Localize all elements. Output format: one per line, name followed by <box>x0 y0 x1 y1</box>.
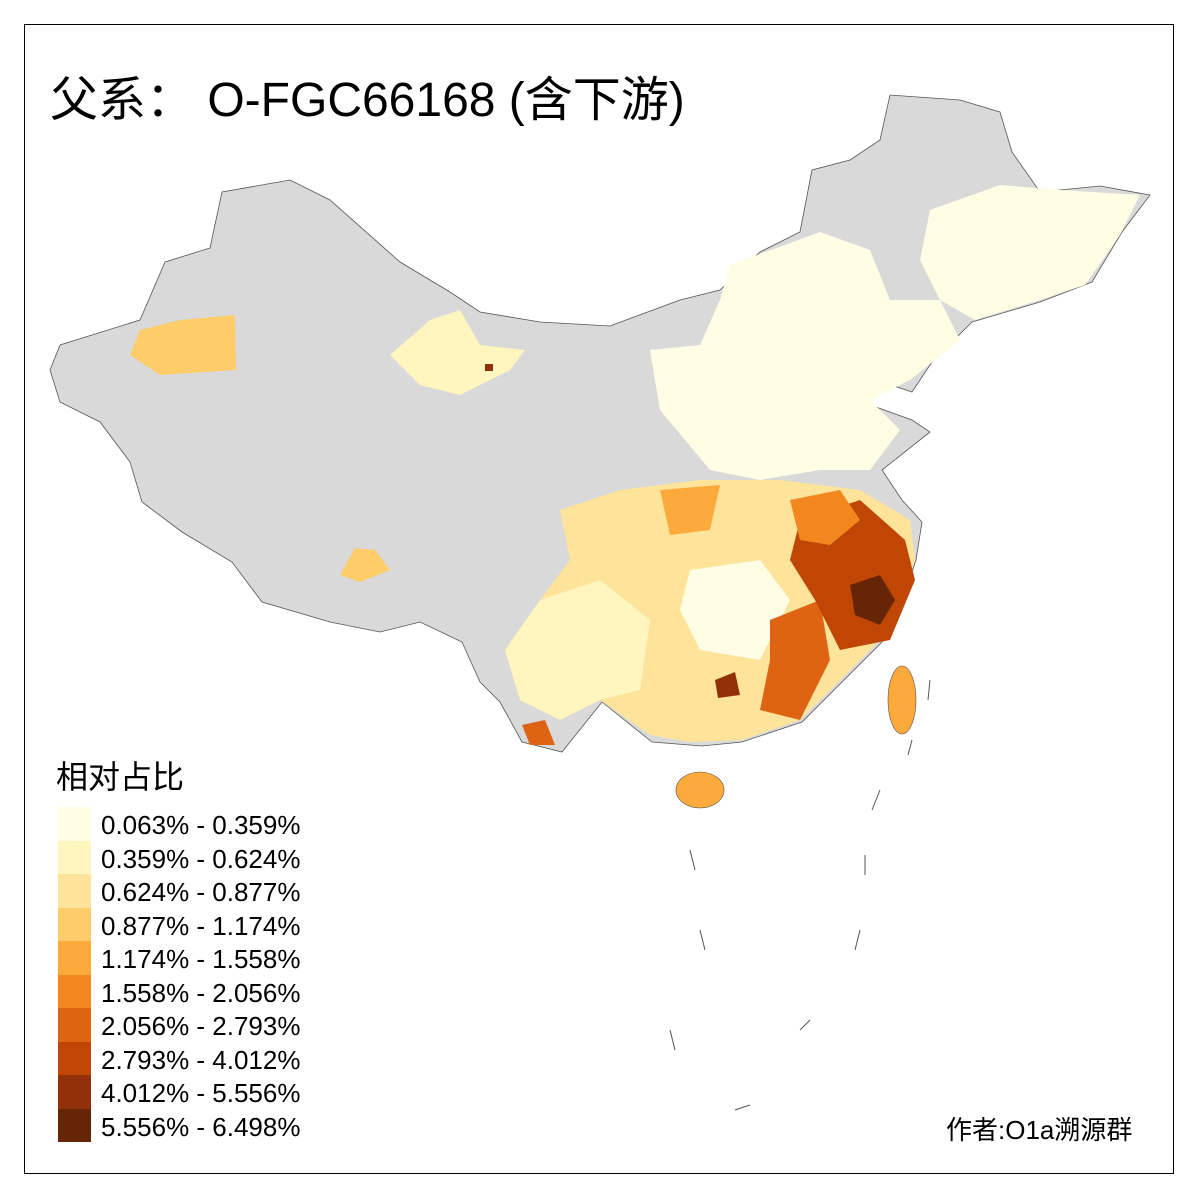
south-china-sea-islands <box>669 679 931 1111</box>
legend-label: 1.174% - 1.558% <box>101 944 301 974</box>
region-north <box>650 232 960 480</box>
region-xinjiang-blob <box>130 315 236 375</box>
legend-label: 0.359% - 0.624% <box>101 843 301 874</box>
region-anhui <box>790 490 860 545</box>
region-central-pale <box>680 560 790 660</box>
legend-swatch <box>58 941 91 975</box>
legend-label: 2.056% - 2.793% <box>101 1011 301 1041</box>
region-yunnan-south <box>522 720 555 745</box>
author-credit: 作者:O1a溯源群 <box>946 1115 1133 1145</box>
legend-item: 0.359% - 0.624% <box>58 840 358 874</box>
legend-label: 2.793% - 4.012% <box>101 1044 301 1075</box>
legend-swatch <box>58 840 91 874</box>
legend-swatch <box>58 1075 91 1109</box>
region-hainan <box>675 771 725 809</box>
legend-swatch <box>58 907 91 941</box>
legend-swatch <box>58 807 91 841</box>
legend-swatch <box>58 1008 91 1042</box>
region-taiwan <box>887 665 917 735</box>
region-gansu <box>390 310 525 395</box>
legend-label: 5.556% - 6.498% <box>101 1111 301 1142</box>
map-title: 父系： O-FGC66168 (含下游) <box>50 74 685 127</box>
legend-swatch <box>58 874 91 908</box>
legend-item: 4.012% - 5.556% <box>58 1075 358 1109</box>
legend-label: 0.063% - 0.359% <box>101 810 301 840</box>
legend-item: 0.624% - 0.877% <box>58 874 358 908</box>
region-hubei-orange <box>660 485 720 535</box>
legend-item: 5.556% - 6.498% <box>58 1108 358 1142</box>
legend-label: 0.877% - 1.174% <box>101 910 301 941</box>
region-tibet-blob <box>340 548 390 582</box>
legend-item: 2.056% - 2.793% <box>58 1008 358 1042</box>
legend-label: 4.012% - 5.556% <box>101 1078 301 1108</box>
legend-title: 相对占比 <box>56 759 185 795</box>
legend-swatch <box>58 974 91 1008</box>
region-core <box>850 575 895 625</box>
region-fills <box>130 185 1140 809</box>
legend-item: 1.558% - 2.056% <box>58 974 358 1008</box>
legend-label: 1.558% - 2.056% <box>101 977 301 1008</box>
region-qinghai-dark <box>485 364 493 371</box>
legend-item: 0.877% - 1.174% <box>58 907 358 941</box>
region-sw-pale <box>505 580 650 720</box>
region-jiangxi <box>760 600 830 720</box>
legend-label: 0.624% - 0.877% <box>101 877 301 907</box>
legend-item: 2.793% - 4.012% <box>58 1041 358 1075</box>
region-guangxi-dark <box>715 672 740 698</box>
legend-item: 0.063% - 0.359% <box>58 807 358 841</box>
map-frame <box>24 24 1174 1174</box>
region-northeast <box>920 185 1140 320</box>
legend-item: 1.174% - 1.558% <box>58 941 358 975</box>
legend-swatch <box>58 1041 91 1075</box>
legend-swatch <box>58 1108 91 1142</box>
